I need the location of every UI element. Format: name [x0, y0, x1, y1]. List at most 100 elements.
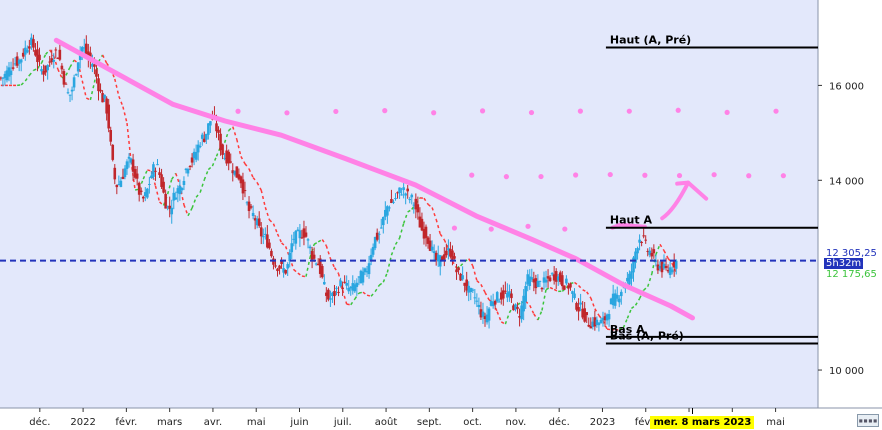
candle [475, 293, 479, 308]
dashed-ma-segment [370, 291, 376, 297]
dashed-ma-segment [142, 169, 149, 180]
level-label: Haut (A, Pré) [610, 33, 691, 46]
level-label: Bas A [610, 323, 645, 336]
candle-body [619, 291, 623, 297]
x-tick-label: oct. [463, 417, 482, 428]
candle-body [504, 290, 507, 292]
candle-body [290, 243, 294, 253]
candle-body [233, 170, 237, 175]
candle-body [583, 308, 586, 322]
candle-body [209, 121, 212, 126]
candle [351, 275, 355, 295]
candle-body [182, 181, 186, 186]
x-tick-label: févr. [115, 416, 137, 428]
candle [243, 181, 247, 198]
dashed-ma-segment [57, 68, 63, 79]
candle [512, 303, 515, 311]
candle [105, 96, 108, 121]
candle [367, 255, 371, 279]
dashed-ma-segment [40, 54, 47, 64]
candle [207, 123, 210, 140]
candle [296, 227, 300, 232]
candle-body [261, 236, 265, 238]
candle [349, 285, 353, 296]
candle [638, 234, 641, 251]
dashed-ma-segment [346, 303, 351, 306]
candle-body [613, 293, 617, 306]
dashed-ma-segment [147, 169, 152, 172]
candle-body [632, 257, 635, 273]
candle-body [50, 58, 54, 63]
candle-body [373, 236, 377, 249]
candle-body [162, 181, 165, 193]
candle-body [577, 307, 580, 312]
candle [569, 282, 572, 291]
candle [591, 316, 595, 330]
candle [634, 248, 637, 269]
candle-body [168, 205, 172, 209]
candle [125, 159, 129, 175]
candle [646, 248, 650, 257]
candle-body [229, 161, 233, 163]
candle-body [178, 185, 182, 195]
candle [276, 267, 279, 277]
candle [168, 196, 172, 218]
dashed-ma-segment [28, 69, 34, 76]
candle-body [26, 49, 29, 53]
candle-body [207, 123, 210, 135]
candle-body [188, 166, 192, 168]
candle-body [611, 293, 615, 306]
candle-body [9, 70, 13, 76]
candle-body [587, 324, 591, 327]
candle-body [34, 50, 37, 56]
candle [648, 247, 652, 258]
dashed-ma-segment [159, 201, 165, 207]
candle [251, 205, 255, 220]
candle-body [103, 94, 106, 99]
candle [253, 215, 257, 230]
candle-body [156, 164, 159, 166]
dashed-ma-segment [631, 304, 636, 310]
dashed-ma-segment [24, 74, 30, 82]
candle-body [306, 239, 310, 241]
candle-body [656, 264, 660, 271]
candle-body [518, 316, 521, 318]
dashed-ma-segment [634, 298, 641, 306]
candle [642, 227, 645, 239]
candle-body [148, 183, 151, 185]
candle [640, 240, 643, 247]
candle-body [575, 303, 578, 310]
dashed-ma-segment [187, 207, 193, 217]
candle-body [343, 281, 346, 283]
candle [377, 231, 381, 244]
candle-body [72, 77, 76, 88]
candle [82, 38, 86, 54]
scroll-button[interactable]: ▪▪▪▪ [857, 414, 879, 427]
candle-body [66, 92, 70, 94]
candle-body [174, 197, 178, 200]
candle [192, 148, 196, 166]
candle-body [552, 274, 556, 281]
candle [331, 291, 334, 303]
candle-body [430, 246, 434, 251]
crosshair-date-badge: mer. 8 mars 2023 [650, 416, 755, 429]
candle [245, 201, 249, 206]
candle-body [664, 265, 668, 268]
ma-value-badge: 12 175,65 [826, 268, 877, 280]
candle-body [426, 237, 430, 244]
candle [674, 259, 678, 275]
candle-body [432, 251, 436, 254]
candle [217, 126, 220, 141]
dashed-ma-segment [626, 308, 633, 319]
candle [465, 271, 468, 296]
candle [99, 83, 102, 94]
candle-body [23, 47, 27, 55]
candle-body [607, 314, 611, 320]
candle-body [257, 218, 261, 226]
candle-body [266, 234, 269, 248]
candle-body [221, 144, 224, 155]
candle [359, 269, 363, 284]
candle [225, 144, 228, 166]
